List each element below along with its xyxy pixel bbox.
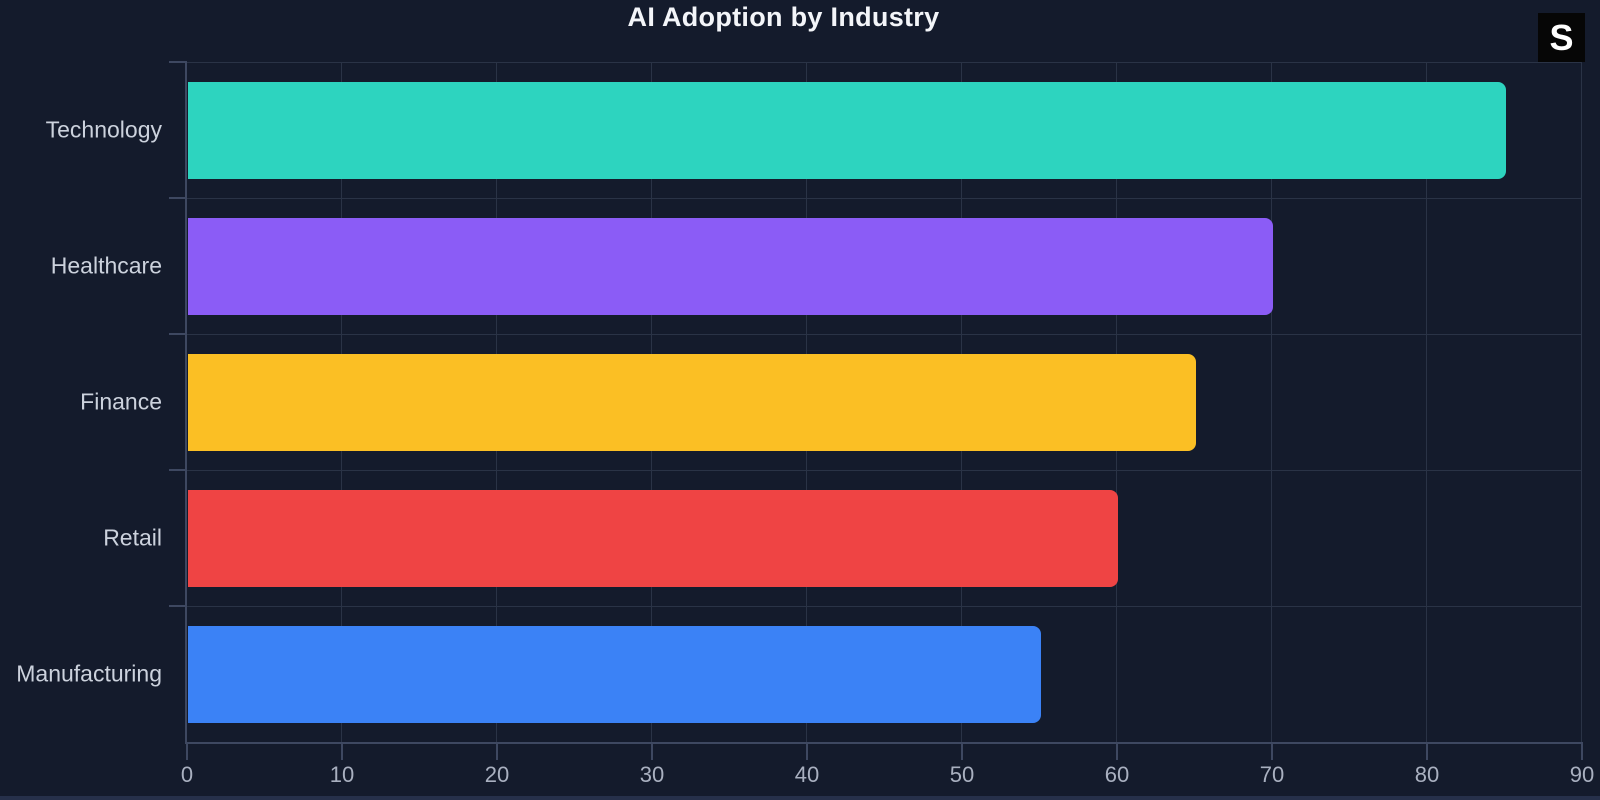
x-tick-label: 0: [180, 762, 194, 787]
bar-manufacturing: [188, 625, 1041, 723]
x-axis-tick: [1581, 742, 1583, 760]
gridline-horizontal: [187, 62, 1582, 63]
y-tick-label: Technology: [45, 116, 162, 143]
gridline-horizontal: [187, 198, 1582, 199]
x-axis-tick: [341, 742, 343, 760]
bar-healthcare: [188, 217, 1273, 315]
y-tick-label: Retail: [103, 524, 162, 551]
y-axis-tick: [169, 61, 187, 63]
bar-finance: [188, 353, 1196, 451]
x-axis-tick: [1426, 742, 1428, 760]
gridline-horizontal: [187, 470, 1582, 471]
bar-technology: [188, 81, 1506, 179]
gridline-vertical: [1271, 62, 1272, 742]
x-tick-label: 20: [484, 762, 510, 787]
y-axis-tick: [169, 605, 187, 607]
bar-retail: [188, 489, 1118, 587]
logo-letter: S: [1549, 16, 1574, 58]
x-axis-tick: [651, 742, 653, 760]
x-axis-tick: [806, 742, 808, 760]
x-axis-tick: [1271, 742, 1273, 760]
y-axis-tick: [169, 197, 187, 199]
y-tick-label: Healthcare: [50, 252, 162, 279]
x-tick-label: 30: [639, 762, 665, 787]
chart-title: AI Adoption by Industry: [627, 2, 940, 32]
x-tick-label: 10: [329, 762, 355, 787]
x-axis-tick: [496, 742, 498, 760]
plot-area: 0 10 20 30 40 50 60 70 80 90 Technology Healthcare F…: [16, 61, 1594, 787]
x-tick-label: 70: [1259, 762, 1285, 787]
y-axis-tick: [169, 469, 187, 471]
gridline-vertical: [1581, 62, 1582, 742]
gridline-vertical: [1426, 62, 1427, 742]
x-axis-tick: [1116, 742, 1118, 760]
gridline-horizontal: [187, 334, 1582, 335]
x-tick-label: 50: [949, 762, 975, 787]
gridline-horizontal: [187, 606, 1582, 607]
logo-badge: S: [1538, 13, 1585, 62]
x-tick-label: 80: [1414, 762, 1440, 787]
y-tick-label: Manufacturing: [16, 660, 162, 687]
y-axis-tick: [169, 333, 187, 335]
x-tick-label: 60: [1104, 762, 1130, 787]
x-axis-tick: [186, 742, 188, 760]
x-tick-label: 90: [1569, 762, 1595, 787]
x-axis-tick: [961, 742, 963, 760]
x-tick-label: 40: [794, 762, 820, 787]
window-edge: [0, 796, 1600, 800]
y-tick-label: Finance: [80, 388, 162, 415]
